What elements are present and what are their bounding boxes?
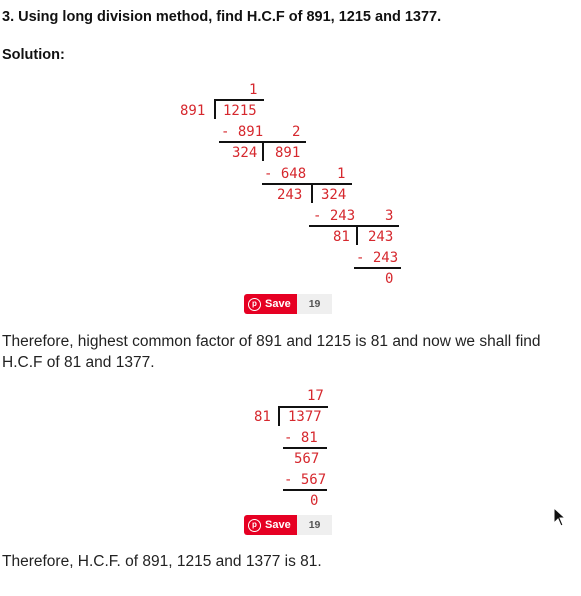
division-bar [311, 183, 313, 203]
question-text: 3. Using long division method, find H.C.… [2, 9, 442, 25]
division-bar [262, 141, 264, 161]
remainder-final: 0 [310, 493, 319, 509]
mouse-cursor-icon [553, 507, 567, 527]
division-bar [262, 183, 352, 185]
divisor: 81 [254, 409, 271, 425]
division-bar [283, 447, 327, 449]
pinterest-icon: p [248, 297, 261, 311]
conclusion-paragraph-1: Therefore, highest common factor of 891 … [2, 333, 541, 371]
quotient-3: 1 [337, 166, 346, 182]
conclusion-paragraph-2: Therefore, H.C.F. of 891, 1215 and 1377 … [2, 553, 322, 570]
remainder-final-1: 0 [385, 271, 394, 287]
solution-label: Solution: [2, 47, 65, 63]
division-bar [354, 267, 401, 269]
division-bar [214, 99, 216, 119]
dividend-3: 324 [321, 187, 347, 203]
dividend-2: 891 [275, 145, 301, 161]
subtract-4: - 243 [356, 250, 399, 266]
division-bar [283, 489, 327, 491]
division-bar [214, 99, 264, 101]
subtract-1: - 81 [284, 430, 318, 446]
dividend: 1377 [288, 409, 322, 425]
division-bar [309, 225, 399, 227]
pinterest-save-widget: p Save 19 [244, 294, 333, 314]
subtract-2: - 648 [264, 166, 307, 182]
quotient-2: 2 [292, 124, 301, 140]
subtract-3: - 243 [313, 208, 356, 224]
remainder-1: 324 [232, 145, 258, 161]
save-button[interactable]: p Save [244, 294, 297, 314]
divisor-1: 891 [180, 103, 206, 119]
quotient-1: 1 [249, 82, 258, 98]
pinterest-icon: p [248, 518, 261, 532]
division-bar [356, 225, 358, 245]
pinterest-save-widget: p Save 19 [244, 515, 333, 535]
save-label: Save [265, 298, 291, 310]
remainder-1: 567 [294, 451, 320, 467]
save-count: 19 [296, 294, 333, 314]
remainder-2: 243 [277, 187, 303, 203]
division-bar [278, 406, 280, 426]
subtract-1: - 891 [221, 124, 264, 140]
quotient: 17 [307, 388, 324, 404]
dividend-4: 243 [368, 229, 394, 245]
save-count: 19 [296, 515, 333, 535]
remainder-3: 81 [333, 229, 350, 245]
dividend-1: 1215 [223, 103, 257, 119]
subtract-2: - 567 [284, 472, 327, 488]
save-button[interactable]: p Save [244, 515, 297, 535]
division-bar [278, 406, 328, 408]
quotient-4: 3 [385, 208, 394, 224]
save-label: Save [265, 519, 291, 531]
